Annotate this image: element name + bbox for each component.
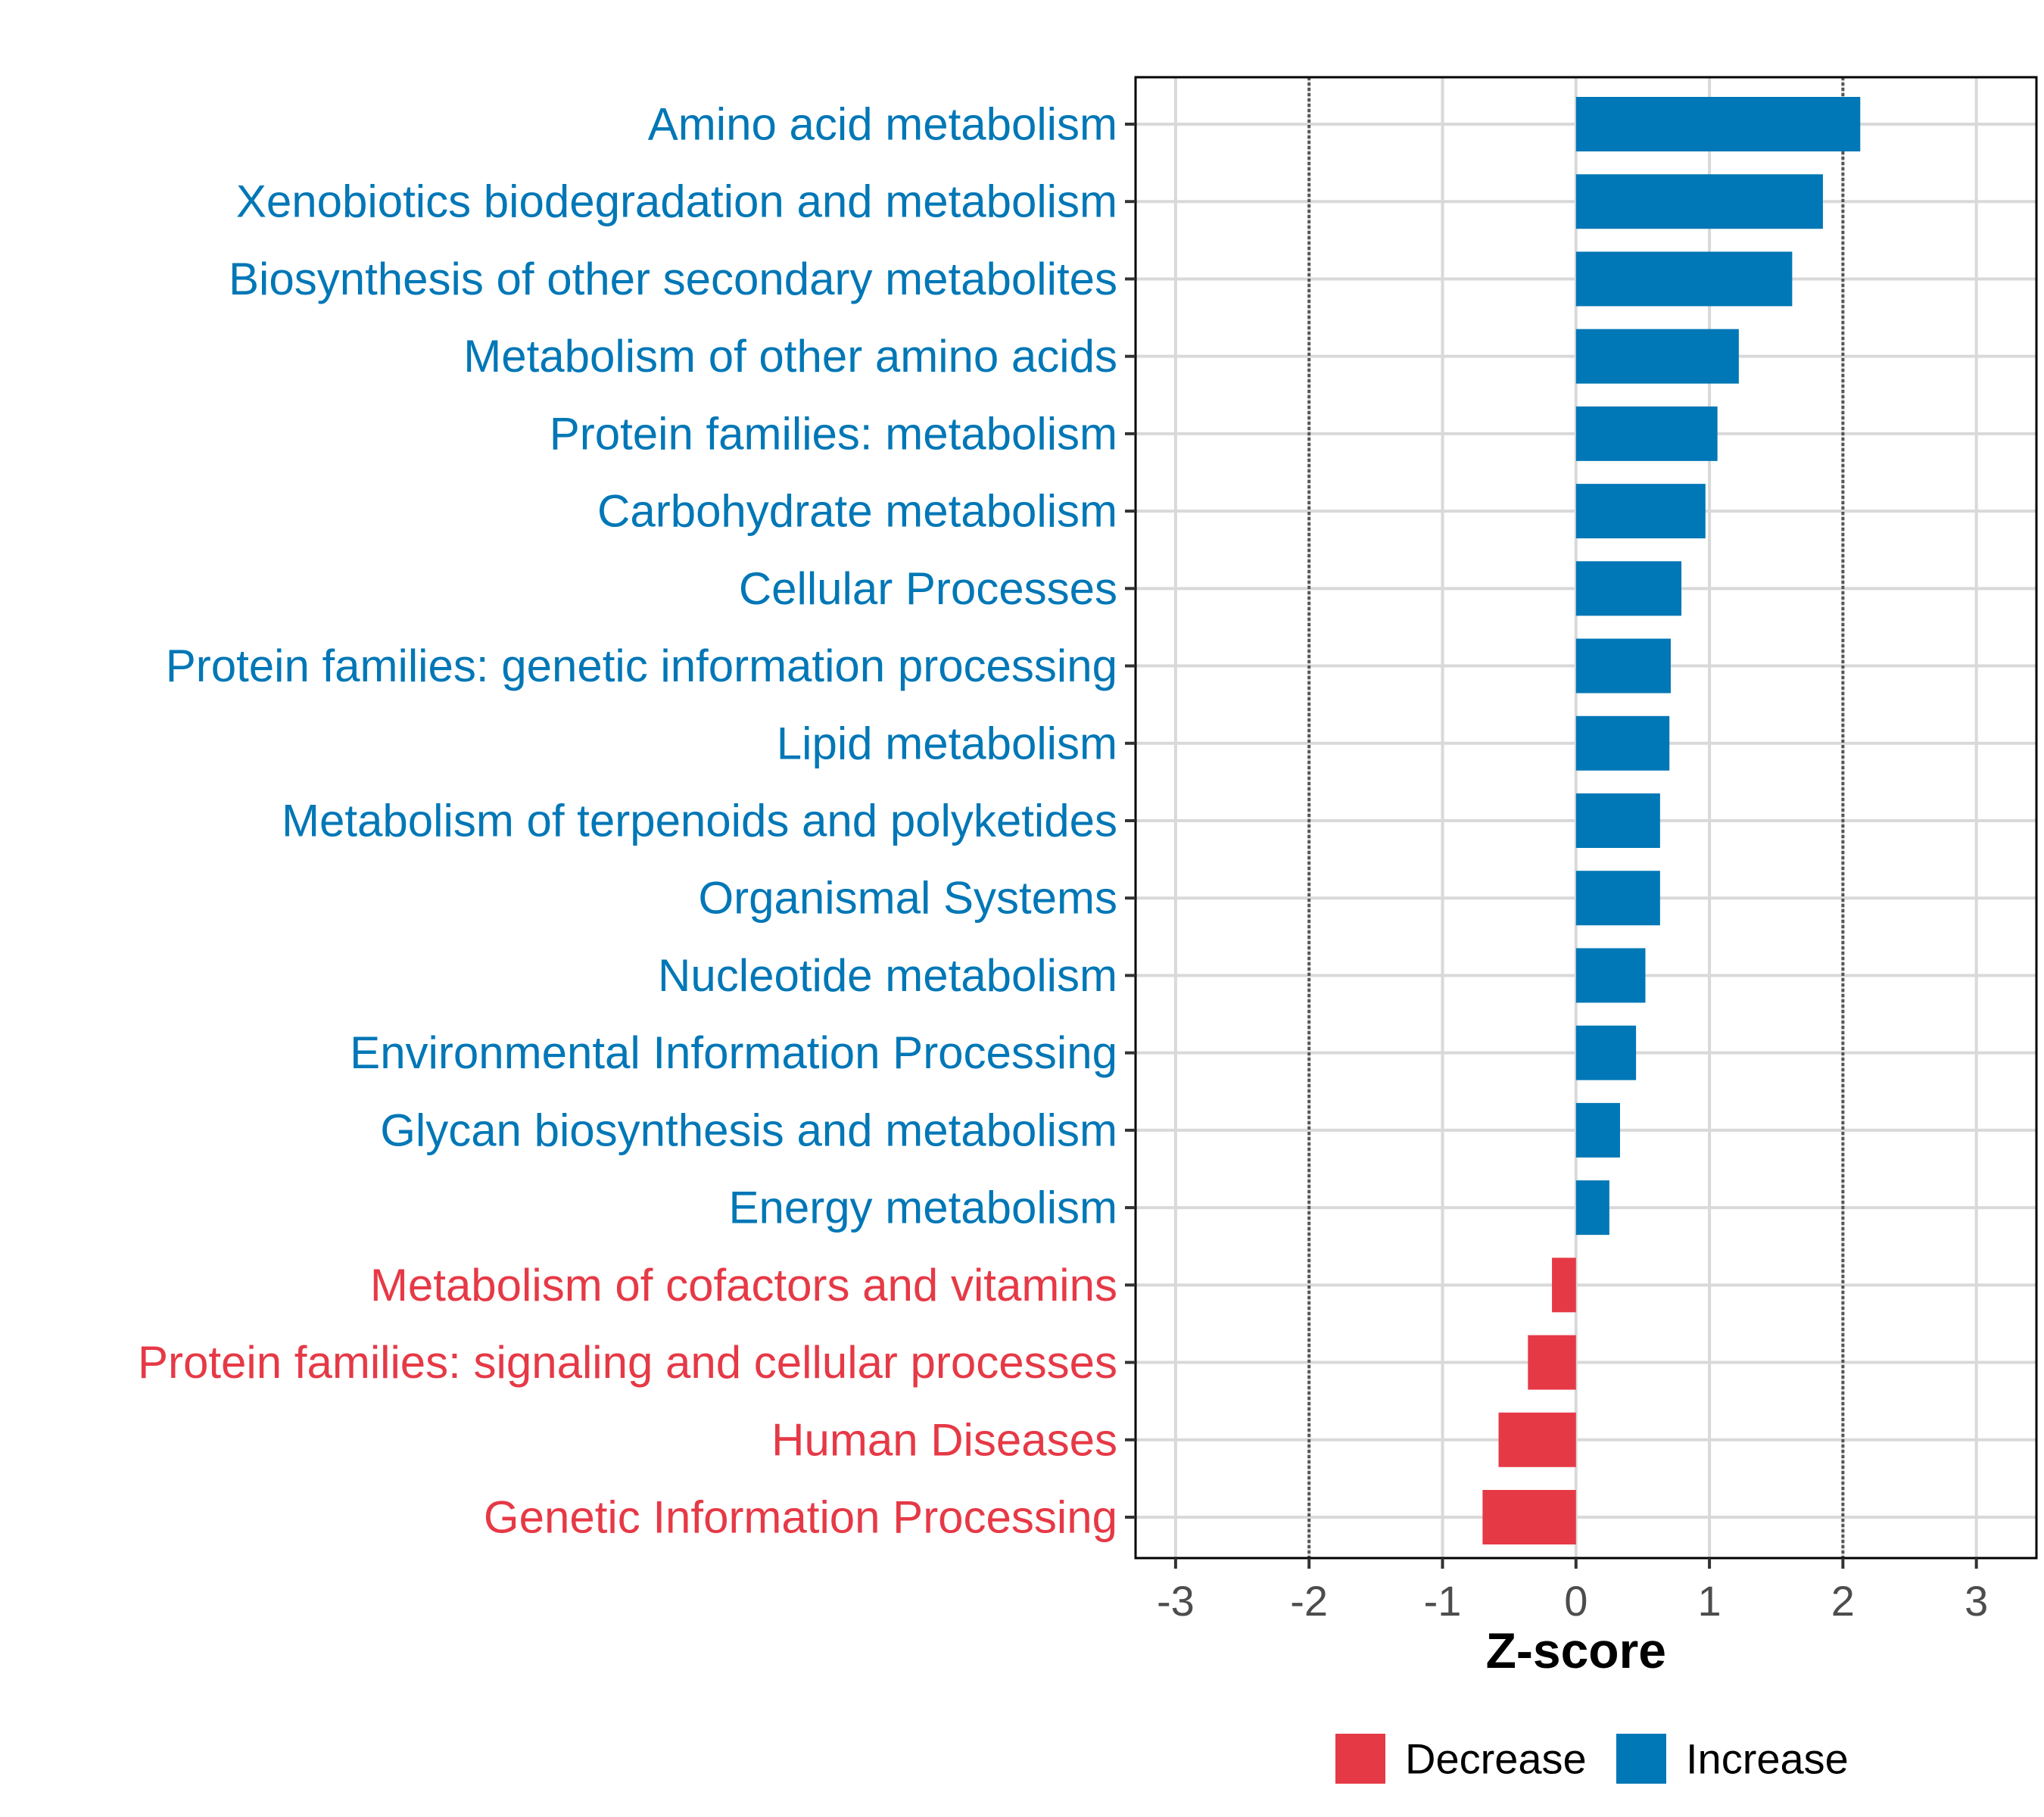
x-tick-label: 3 [1965, 1577, 1988, 1625]
category-label: Metabolism of cofactors and vitamins [370, 1260, 1117, 1311]
x-tick-label: -1 [1424, 1577, 1462, 1625]
x-tick-label: 2 [1831, 1577, 1855, 1625]
x-tick-label: 0 [1564, 1577, 1588, 1625]
bar [1575, 638, 1671, 693]
bar [1498, 1412, 1576, 1467]
category-label: Amino acid metabolism [648, 99, 1117, 150]
bar [1482, 1490, 1576, 1544]
x-tick-label: -3 [1157, 1577, 1195, 1625]
category-label: Cellular Processes [739, 563, 1117, 614]
bars [1482, 97, 1861, 1544]
x-tick-label: 1 [1697, 1577, 1721, 1625]
category-label: Lipid metabolism [777, 718, 1117, 768]
bar [1575, 1025, 1637, 1080]
legend-label: Increase [1686, 1735, 1849, 1783]
x-axis-ticks [1173, 1558, 1978, 1569]
panel-border [1134, 76, 2038, 1560]
reference-lines [1307, 77, 1845, 1558]
category-label: Metabolism of other amino acids [463, 331, 1117, 382]
category-label: Protein families: signaling and cellular… [138, 1337, 1117, 1388]
x-tick-labels: -3 -2 -1 0 1 2 3 [1157, 1577, 1988, 1625]
legend-swatch [1616, 1734, 1666, 1784]
category-label: Biosynthesis of other secondary metaboli… [229, 254, 1117, 304]
bar [1575, 715, 1670, 771]
category-label: Human Diseases [771, 1414, 1117, 1465]
bar [1575, 97, 1861, 151]
category-label: Nucleotide metabolism [658, 950, 1117, 1001]
category-label: Energy metabolism [728, 1183, 1117, 1233]
bar [1575, 174, 1823, 229]
legend-label: Decrease [1405, 1735, 1587, 1783]
category-label: Protein families: genetic information pr… [166, 640, 1117, 691]
bar [1575, 561, 1682, 616]
bar [1528, 1335, 1576, 1390]
legend: Decrease Increase [1335, 1734, 1849, 1784]
y-axis-ticks [1125, 123, 1136, 1519]
bar [1552, 1258, 1576, 1313]
x-axis-title: Z-score [1486, 1622, 1666, 1678]
bar [1575, 406, 1718, 461]
category-labels: Amino acid metabolism Xenobiotics biodegr… [138, 99, 1117, 1543]
bar [1575, 251, 1793, 307]
category-label: Glycan biosynthesis and metabolism [380, 1105, 1117, 1155]
category-label: Organismal Systems [699, 873, 1117, 924]
x-tick-label: -2 [1290, 1577, 1328, 1625]
category-label: Xenobiotics biodegradation and metabolis… [236, 176, 1117, 227]
bar [1575, 1180, 1609, 1236]
category-label: Metabolism of terpenoids and polyketides [282, 796, 1117, 846]
legend-swatch [1335, 1734, 1385, 1784]
category-label: Environmental Information Processing [350, 1027, 1117, 1078]
category-label: Protein families: metabolism [550, 408, 1117, 459]
bar [1575, 329, 1739, 384]
bar [1575, 793, 1660, 848]
category-label: Genetic Information Processing [484, 1492, 1117, 1543]
bar [1575, 871, 1660, 926]
bar [1575, 948, 1646, 1003]
bar [1575, 1102, 1620, 1158]
category-label: Carbohydrate metabolism [597, 486, 1117, 537]
bar [1575, 484, 1706, 539]
